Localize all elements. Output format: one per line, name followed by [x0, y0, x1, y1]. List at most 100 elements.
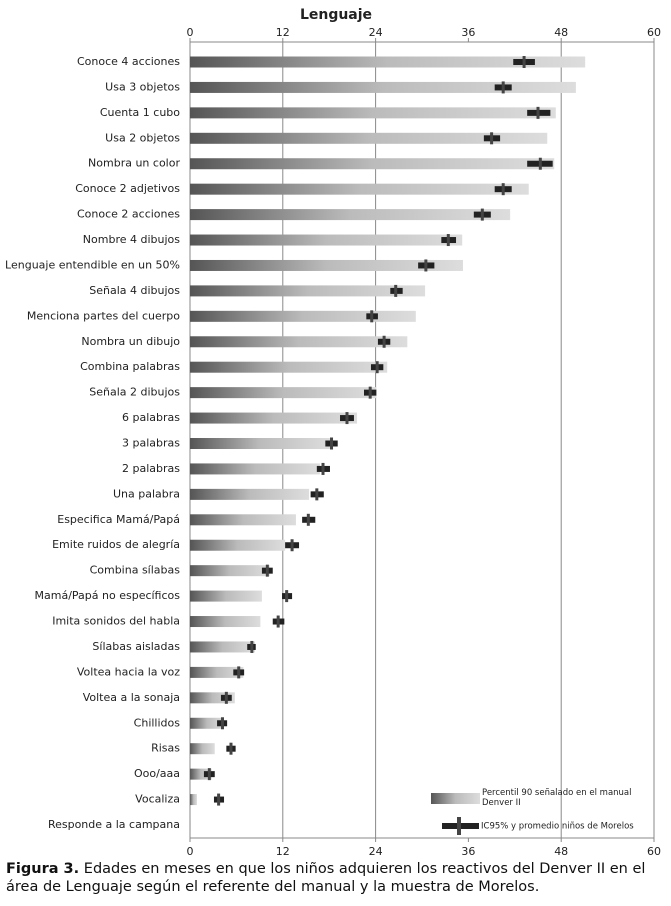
bar: [190, 514, 296, 526]
x-tick-label: 48: [554, 26, 568, 39]
bar: [190, 412, 358, 424]
bar: [190, 616, 261, 628]
bar: [190, 438, 330, 449]
bar: [190, 794, 197, 806]
bar: [190, 81, 576, 93]
y-tick-label: 2 palabras: [122, 462, 180, 475]
y-tick-label: Vocaliza: [135, 793, 180, 806]
mean-marker: [424, 259, 428, 272]
x-tick-label: 24: [369, 26, 383, 39]
mean-marker: [538, 157, 542, 170]
bar: [190, 463, 320, 475]
mean-marker: [368, 386, 372, 399]
bar: [190, 310, 416, 322]
bar: [190, 387, 377, 399]
page: {"chart_data": {"type": "bar", "orientat…: [5, 7, 661, 895]
mean-marker: [382, 335, 386, 348]
legend-swatch: [457, 817, 461, 835]
y-tick-label: Cuenta 1 cubo: [100, 106, 180, 119]
bar: [190, 209, 511, 221]
x-tick-label: 0: [187, 26, 194, 39]
y-tick-label: Risas: [151, 742, 180, 755]
bar: [190, 692, 235, 704]
mean-marker: [345, 412, 349, 425]
bar: [190, 158, 555, 170]
mean-marker: [290, 539, 294, 552]
chart-title: Lenguaje: [300, 7, 372, 23]
mean-marker: [285, 590, 289, 603]
y-tick-label: Nombra un dibujo: [81, 335, 180, 348]
bar: [190, 590, 262, 602]
y-tick-label: Ooo/aaa: [134, 767, 180, 780]
bar: [190, 666, 244, 678]
y-tick-label: Conoce 2 acciones: [77, 208, 180, 221]
caption-text: Edades en meses en que los niños adquier…: [6, 861, 646, 895]
y-tick-label: 6 palabras: [122, 411, 180, 424]
y-tick-label: Combina sílabas: [90, 564, 181, 577]
bar: [190, 717, 225, 729]
bar: [190, 259, 463, 271]
mean-marker: [306, 513, 310, 526]
y-tick-label: Nombre 4 dibujos: [83, 233, 180, 246]
mean-marker: [229, 742, 233, 755]
mean-marker: [536, 106, 540, 119]
legend-label: IC95% y promedio niños de Morelos: [481, 822, 634, 832]
x-tick-label: 48: [554, 845, 568, 858]
mean-marker: [315, 488, 319, 501]
y-tick-label: Menciona partes del cuerpo: [27, 309, 180, 322]
bar: [190, 743, 215, 755]
mean-marker: [490, 132, 494, 145]
y-tick-label: Usa 3 objetos: [105, 80, 180, 93]
mean-marker: [276, 615, 280, 628]
chart: Lenguaje 0 0 12 12 24 24 36 36 48 48 60 60 Conoce 4 …: [5, 7, 661, 858]
mean-marker: [217, 793, 221, 806]
bar: [190, 641, 255, 653]
mean-marker: [522, 56, 526, 68]
y-tick-label: 3 palabras: [122, 437, 180, 450]
bar: [190, 56, 586, 68]
bar: [190, 361, 388, 373]
x-tick-label: 60: [647, 26, 661, 39]
mean-marker: [224, 691, 228, 704]
y-tick-label: Chillidos: [134, 716, 181, 729]
bar: [190, 336, 408, 348]
bar: [190, 819, 191, 831]
y-tick-label: Combina palabras: [80, 360, 180, 373]
y-tick-label: Señala 2 dibujos: [89, 386, 180, 399]
y-tick-label: Conoce 2 adjetivos: [75, 182, 180, 195]
bar: [190, 285, 426, 297]
mean-marker: [220, 717, 224, 730]
x-tick-label: 12: [276, 26, 290, 39]
bar: [190, 183, 529, 195]
mean-marker: [321, 462, 325, 475]
y-tick-label: Emite ruidos de alegría: [52, 538, 180, 551]
bar: [190, 234, 463, 246]
mean-marker: [501, 183, 505, 196]
y-tick-label: Imita sonidos del habla: [52, 615, 180, 628]
y-tick-label: Usa 2 objetos: [105, 131, 180, 144]
mean-marker: [394, 284, 398, 297]
x-tick-label: 36: [461, 845, 475, 858]
mean-marker: [446, 234, 450, 247]
bar: [190, 565, 270, 577]
bar: [190, 488, 310, 500]
mean-marker: [207, 768, 211, 781]
caption-label: Figura 3.: [6, 861, 80, 877]
bar: [190, 539, 286, 551]
caption: Figura 3. Edades en meses en que los niñ…: [6, 860, 666, 896]
y-tick-label: Voltea hacia la voz: [77, 665, 180, 678]
x-tick-label: 36: [461, 26, 475, 39]
bar: [190, 132, 548, 144]
mean-marker: [370, 310, 374, 323]
bar: [190, 768, 212, 780]
legend-swatch: [431, 793, 480, 804]
mean-marker: [375, 361, 379, 374]
x-tick-label: 60: [647, 845, 661, 858]
x-tick-label: 12: [276, 845, 290, 858]
mean-marker: [250, 640, 254, 653]
y-tick-label: Mamá/Papá no específicos: [35, 589, 181, 602]
x-tick-label: 24: [369, 845, 383, 858]
y-tick-label: Sílabas aisladas: [92, 640, 180, 653]
mean-marker: [237, 666, 241, 679]
mean-marker: [480, 208, 484, 221]
